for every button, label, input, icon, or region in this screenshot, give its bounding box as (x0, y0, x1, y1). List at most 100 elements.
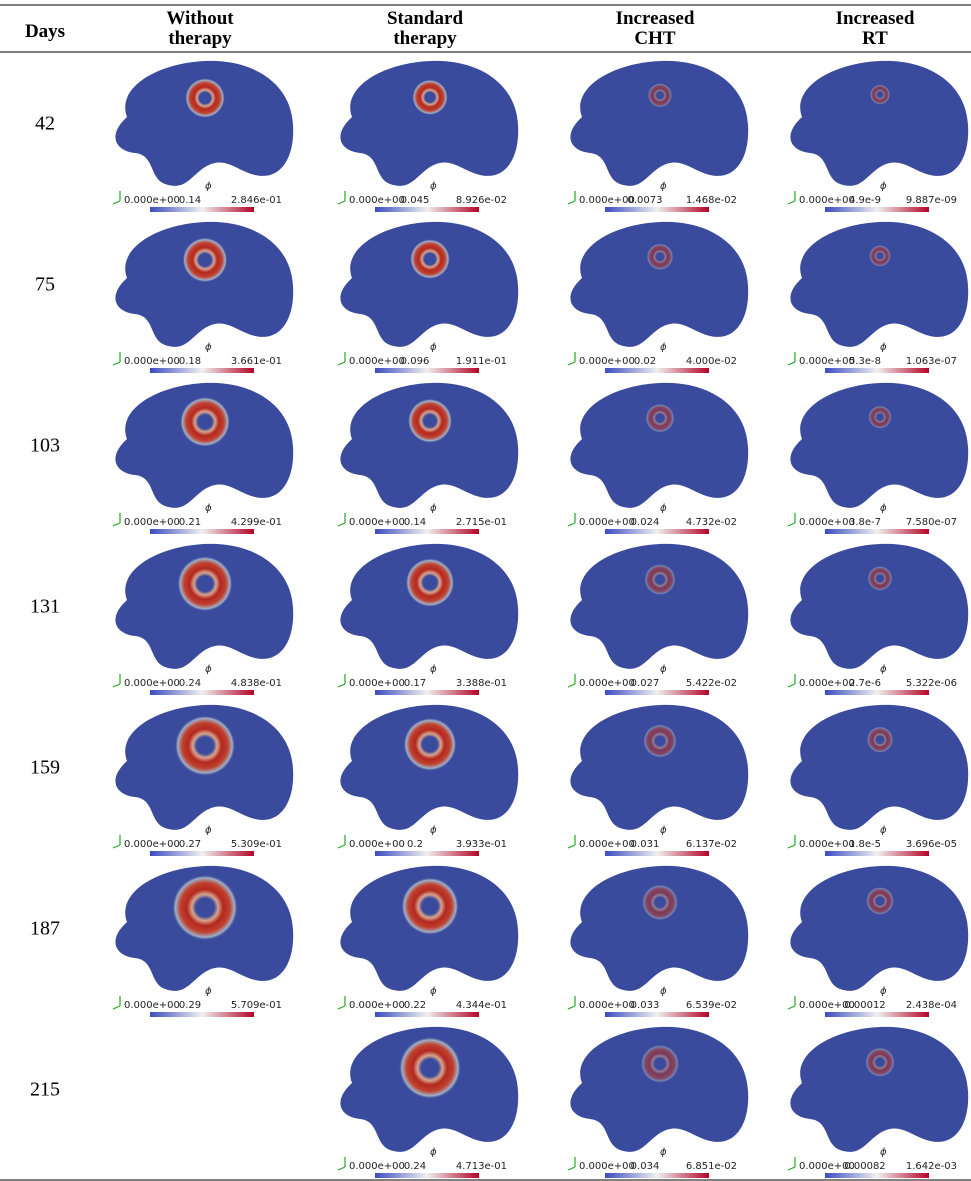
colorbar-min: 0.000e+00 (349, 678, 405, 689)
axes-glyph (787, 513, 796, 527)
brain-domain (790, 865, 969, 991)
tumor (640, 1044, 680, 1084)
colorbar-min: 0.000e+00 (124, 356, 180, 367)
colorbar-mid: 0.034 (631, 1161, 660, 1172)
simulation-panel (115, 865, 294, 991)
colorbar-symbol: ϕ (205, 986, 212, 997)
column-header: therapy (168, 28, 232, 49)
brain-domain (790, 543, 969, 669)
colorbar-symbol: ϕ (430, 664, 437, 675)
tumor (177, 555, 233, 612)
day-label: 75 (35, 274, 55, 296)
colorbar (605, 851, 709, 856)
colorbar-min: 0.000e+00 (579, 517, 635, 528)
axes-glyph (337, 352, 346, 366)
colorbar-max: 5.309e-01 (231, 839, 282, 850)
simulation-panel (340, 221, 519, 347)
colorbar-mid: 0.027 (631, 678, 660, 689)
tumor (174, 715, 236, 777)
day-label: 103 (30, 435, 60, 457)
axes-glyph (787, 1157, 796, 1171)
colorbar-mid: 1.8e-5 (849, 839, 881, 850)
colorbar (605, 1173, 709, 1178)
colorbar-mid: 0.2 (407, 839, 423, 850)
colorbar-max: 2.715e-01 (456, 517, 507, 528)
axes-glyph (337, 674, 346, 688)
column-header: Increased (836, 8, 915, 29)
axes-glyph (567, 996, 576, 1010)
simulation-panel (570, 704, 749, 830)
axes-glyph (337, 513, 346, 527)
tumor (646, 243, 674, 271)
simulation-panel (115, 382, 294, 508)
simulation-panel (570, 221, 749, 347)
tumor (179, 396, 231, 448)
tumor (868, 405, 892, 429)
colorbar-symbol: ϕ (430, 342, 437, 353)
colorbar (150, 368, 254, 373)
brain-domain (570, 704, 749, 830)
colorbar-max: 4.838e-01 (231, 678, 282, 689)
colorbar (150, 851, 254, 856)
colorbar-min: 0.000e+00 (579, 839, 635, 850)
colorbar-symbol: ϕ (205, 342, 212, 353)
axes-glyph (787, 352, 796, 366)
colorbar (605, 690, 709, 695)
colorbar-symbol: ϕ (880, 825, 887, 836)
colorbar (825, 368, 929, 373)
colorbar-mid: 0.29 (179, 1000, 201, 1011)
colorbar-mid: 0.14 (404, 517, 426, 528)
axes-glyph (112, 352, 121, 366)
colorbar-mid: 2.7e-6 (849, 678, 881, 689)
tumor (641, 884, 679, 921)
colorbar-max: 9.887e-09 (906, 195, 957, 206)
column-header: RT (862, 28, 888, 49)
simulation-panel (570, 60, 749, 186)
column-header: Without (166, 8, 234, 29)
colorbar-max: 7.580e-07 (906, 517, 957, 528)
simulation-panel (570, 543, 749, 669)
axes-glyph (567, 191, 576, 205)
colorbar (825, 1012, 929, 1017)
colorbar-min: 0.000e+00 (124, 195, 180, 206)
colorbar-max: 3.388e-01 (456, 678, 507, 689)
axes-glyph (787, 191, 796, 205)
colorbar (605, 207, 709, 212)
simulation-panel (340, 543, 519, 669)
colorbar-mid: 0.27 (179, 839, 201, 850)
colorbar-min: 0.000e+00 (124, 839, 180, 850)
colorbar-min: 0.000e+00 (124, 1000, 180, 1011)
tumor (866, 726, 894, 753)
colorbar-min: 0.000e+00 (124, 678, 180, 689)
colorbar-symbol: ϕ (430, 986, 437, 997)
tumor (403, 717, 457, 772)
simulation-panel (790, 221, 969, 347)
colorbar-min: 0.000e+00 (349, 517, 405, 528)
column-header: CHT (634, 28, 676, 49)
day-label: 159 (30, 757, 60, 779)
colorbar (825, 690, 929, 695)
colorbar-max: 6.137e-02 (686, 839, 737, 850)
colorbar-max: 3.696e-05 (906, 839, 957, 850)
colorbar-max: 2.438e-04 (906, 1000, 957, 1011)
colorbar-mid: 0.024 (631, 517, 660, 528)
brain-domain (340, 221, 519, 347)
simulation-panel (790, 1026, 969, 1152)
colorbar (375, 529, 479, 534)
colorbar (375, 207, 479, 212)
simulation-panel (790, 704, 969, 830)
colorbar-min: 0.000e+00 (349, 1000, 405, 1011)
simulation-panel (340, 60, 519, 186)
colorbar-mid: 0.22 (404, 1000, 426, 1011)
colorbar-max: 8.926e-02 (456, 195, 507, 206)
axes-glyph (112, 191, 121, 205)
axes-glyph (567, 1157, 576, 1171)
colorbar-min: 0.000e+00 (349, 195, 405, 206)
tumor (643, 723, 677, 758)
colorbar-mid: 0.24 (179, 678, 201, 689)
axes-glyph (567, 835, 576, 849)
colorbar-min: 0.000e+00 (799, 1000, 855, 1011)
colorbar (605, 1012, 709, 1017)
colorbar (375, 690, 479, 695)
colorbar-max: 4.000e-02 (686, 356, 737, 367)
